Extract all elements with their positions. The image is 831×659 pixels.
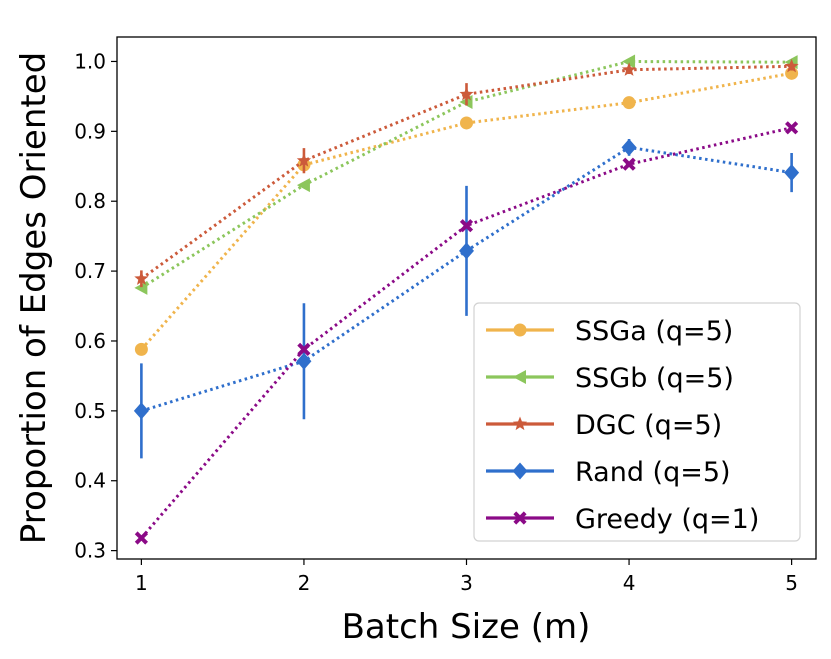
- legend-marker-greedy: [513, 511, 527, 525]
- x-axis-title: Batch Size (m): [342, 607, 591, 647]
- point-greedy: [297, 342, 311, 356]
- legend-marker-ssgb: [513, 370, 526, 384]
- x-axis: 1 2 3 4 5: [135, 559, 798, 595]
- y-tick-label: 0.8: [74, 189, 106, 213]
- point-rand: [296, 352, 312, 370]
- legend-label-ssga: SSGa (q=5): [575, 316, 733, 347]
- point-ssga: [622, 96, 636, 110]
- point-dgc: [784, 58, 799, 73]
- y-axis-title: Proportion of Edges Oriented: [14, 52, 54, 544]
- point-dgc: [134, 271, 149, 285]
- point-dgc: [621, 62, 637, 76]
- legend-marker-dgc: [512, 416, 528, 431]
- y-tick-label: 0.9: [74, 119, 106, 143]
- y-tick-label: 0.6: [74, 329, 106, 353]
- point-ssgb: [296, 178, 310, 193]
- x-tick-label: 2: [298, 571, 311, 595]
- legend-label-greedy: Greedy (q=1): [575, 504, 759, 535]
- y-tick-label: 0.4: [74, 469, 106, 493]
- point-greedy: [785, 121, 799, 135]
- series-line-dgc: [140, 64, 792, 281]
- series-line-ssgb: [140, 59, 792, 290]
- y-tick-label: 0.3: [74, 539, 106, 563]
- x-tick-label: 4: [623, 571, 636, 595]
- point-ssgb: [622, 54, 636, 69]
- point-ssga: [134, 342, 148, 356]
- legend-label-ssgb: SSGb (q=5): [575, 363, 734, 394]
- y-tick-label: 0.7: [74, 259, 106, 283]
- point-ssgb: [134, 280, 148, 295]
- series-greedy: [134, 121, 799, 545]
- legend: SSGa (q=5) SSGb (q=5) DGC (q=5) Rand (q=5) G…: [473, 302, 801, 542]
- point-dgc: [459, 86, 474, 101]
- point-greedy: [622, 157, 636, 171]
- series-dgc: [134, 58, 799, 288]
- legend-box: [473, 302, 801, 542]
- x-tick-label: 5: [785, 571, 798, 595]
- legend-marker-ssga: [513, 323, 527, 337]
- point-rand: [621, 138, 637, 156]
- point-greedy: [134, 531, 148, 545]
- point-greedy: [459, 219, 474, 233]
- x-tick-label: 3: [460, 571, 473, 595]
- series-line-ssga: [140, 71, 792, 351]
- point-rand: [459, 242, 474, 260]
- legend-label-rand: Rand (q=5): [575, 457, 731, 488]
- x-tick-label: 1: [135, 571, 148, 595]
- point-rand: [133, 402, 149, 420]
- point-dgc: [296, 153, 312, 167]
- point-rand: [784, 164, 800, 182]
- series-rand: [133, 138, 800, 459]
- plot-marks: [133, 54, 800, 545]
- point-ssga: [460, 116, 473, 130]
- legend-marker-rand: [512, 462, 528, 480]
- y-axis: 0.3 0.4 0.5 0.6 0.7 0.8 0.9 1.0: [74, 49, 117, 563]
- y-tick-label: 1.0: [74, 49, 106, 73]
- y-tick-label: 0.5: [74, 399, 106, 423]
- legend-label-dgc: DGC (q=5): [575, 410, 722, 441]
